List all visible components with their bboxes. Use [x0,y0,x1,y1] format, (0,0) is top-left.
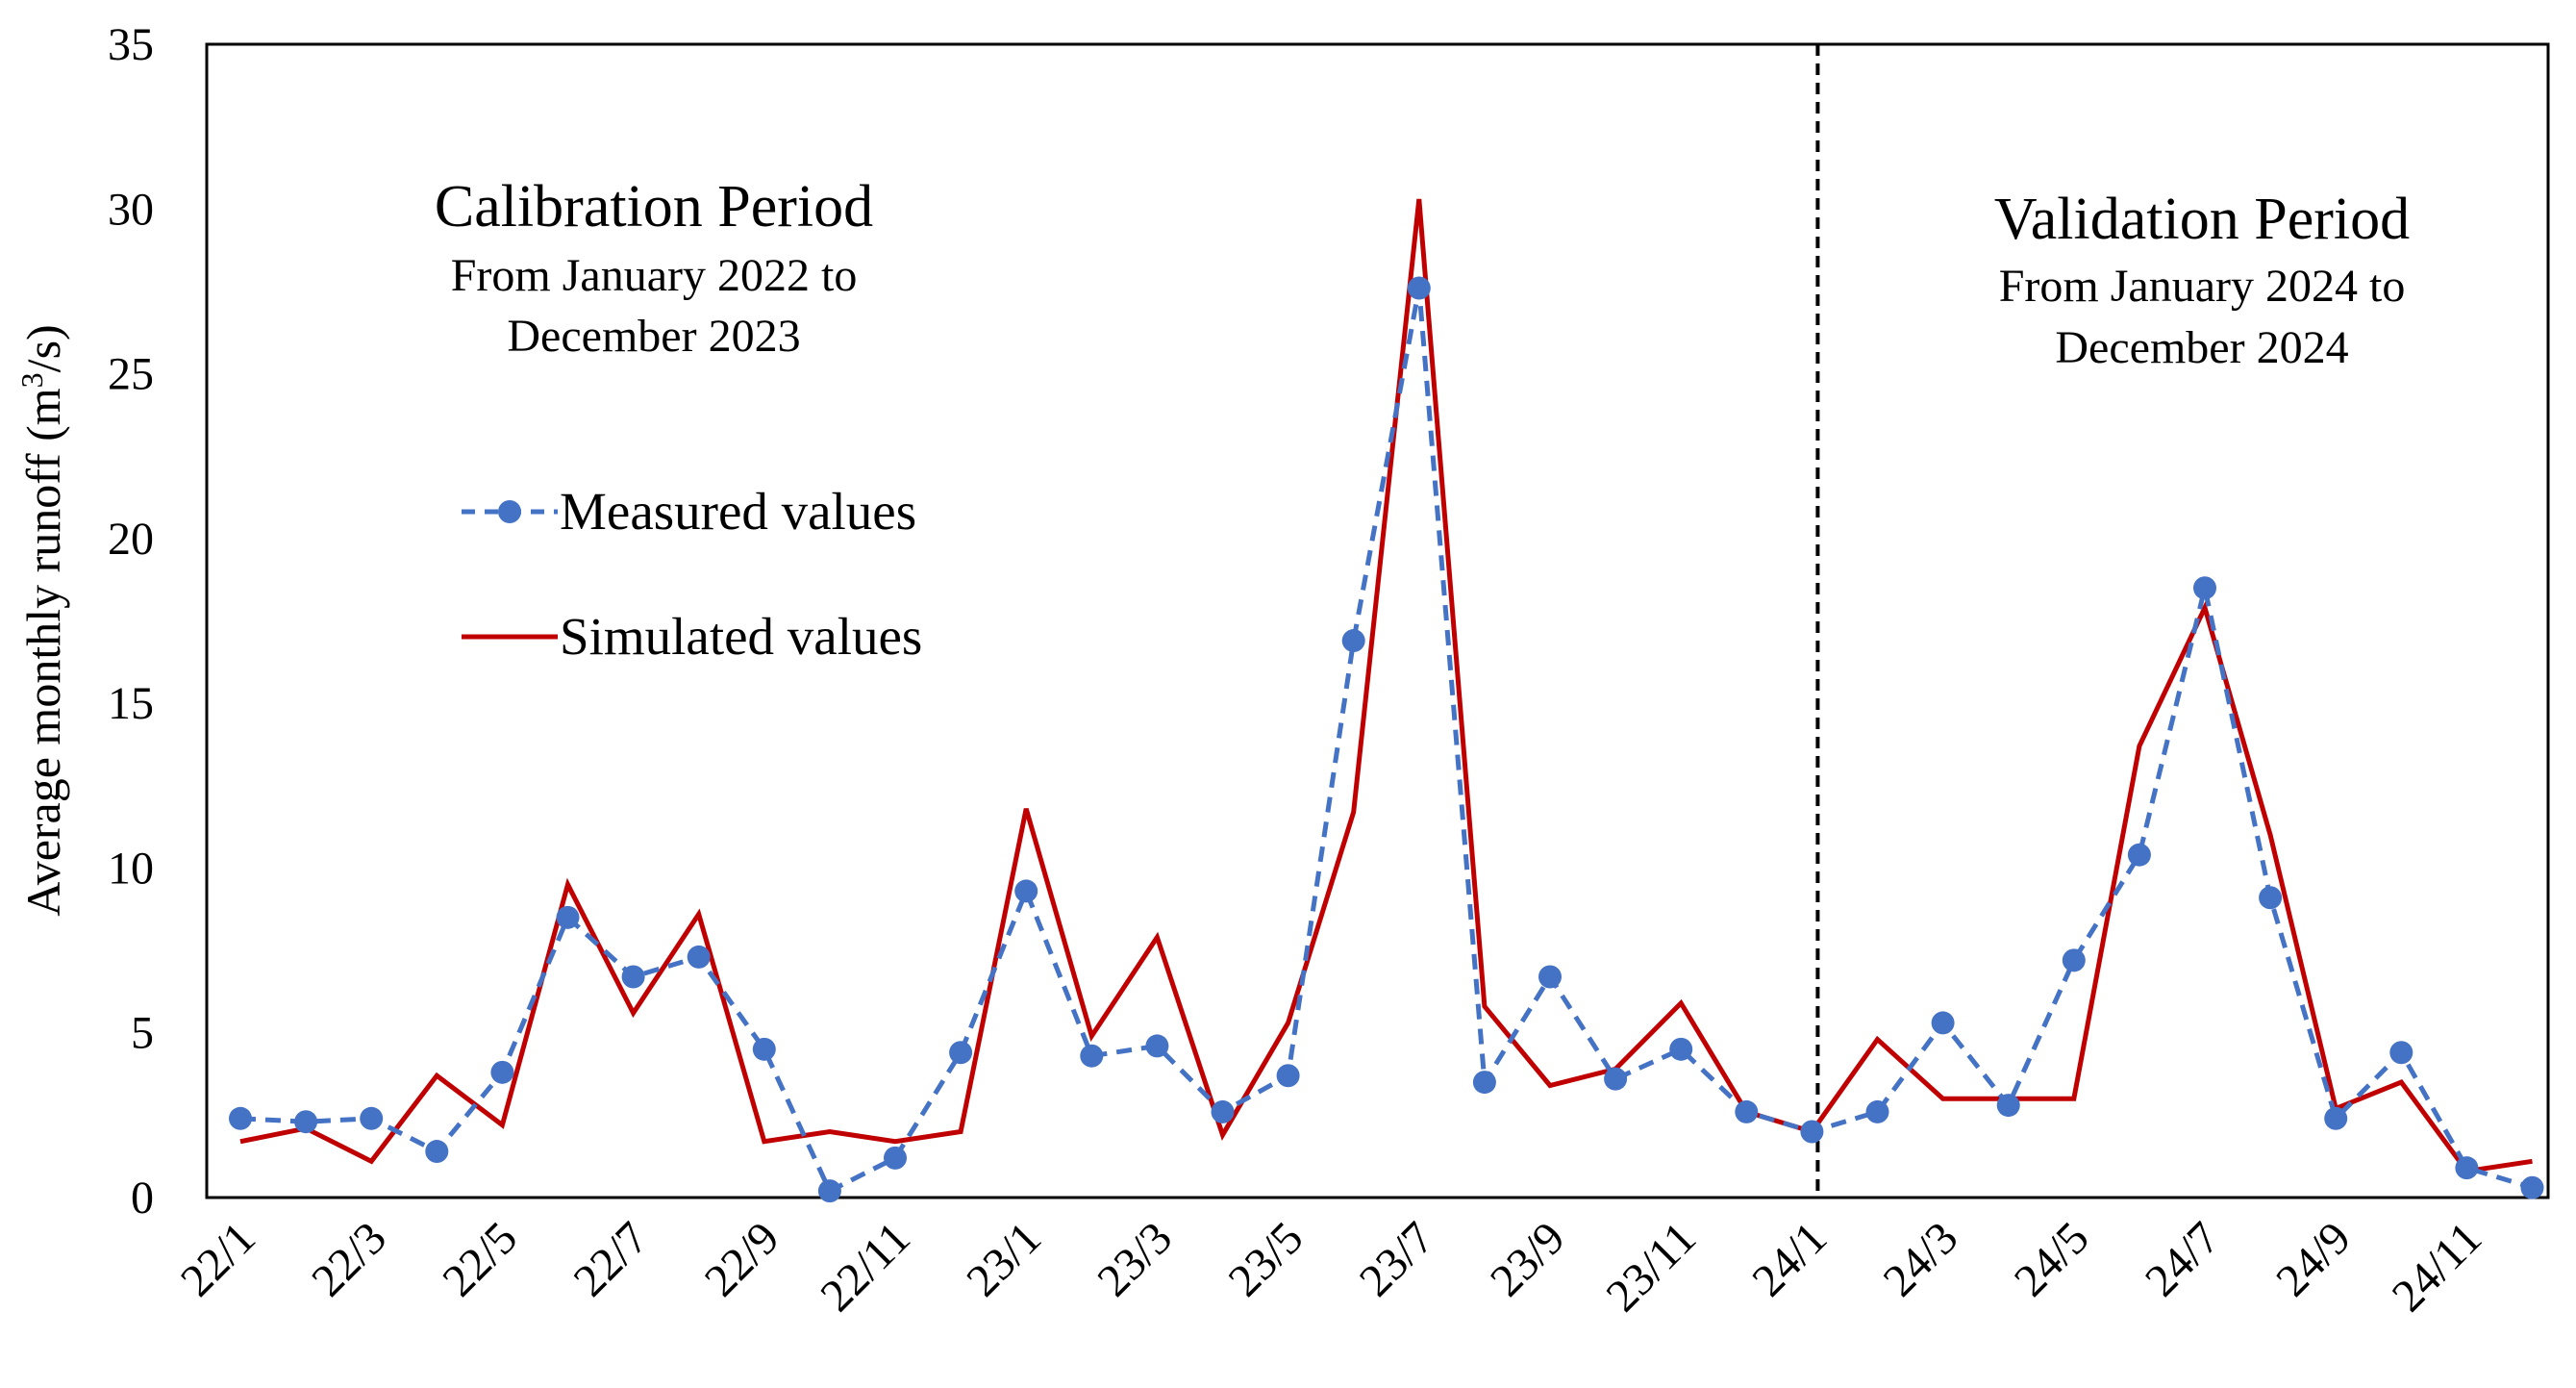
measured-point [1145,1034,1169,1058]
x-tick-label: 24/3 [1874,1212,1968,1306]
measured-point [1604,1067,1628,1091]
plot-frame [205,42,2550,1199]
measured-point [556,905,580,929]
measured-point [2193,576,2216,600]
measured-point [2259,886,2283,910]
measured-point [2520,1175,2544,1199]
measured-point [1865,1099,1889,1123]
x-tick-label: 24/7 [2136,1212,2230,1306]
measured-point [2389,1041,2413,1065]
measured-point [294,1110,318,1134]
x-tick-label: 24/5 [2005,1212,2099,1306]
measured-point [229,1106,252,1130]
y-tick-label: 5 [131,1008,154,1059]
y-axis-label: Average monthly runoff (m3/s) [14,324,70,916]
measured-point [1931,1011,1955,1035]
measured-point [1014,879,1038,903]
x-tick-label: 22/9 [695,1212,789,1306]
x-tick-label: 22/3 [302,1212,396,1306]
y-axis-label-end: /s) [16,324,70,372]
x-tick-label: 22/7 [564,1212,659,1306]
y-tick-label: 20 [108,514,154,565]
y-axis-ticks: 0 5 10 15 20 25 30 35 [108,19,154,1224]
measured-point [884,1146,907,1170]
x-axis-ticks: 22/1 22/3 22/5 22/7 22/9 22/11 23/1 23/3 23/5 23/… [171,1212,2491,1322]
measured-point [1669,1037,1693,1061]
measured-point [752,1037,776,1061]
x-tick-label: 22/1 [171,1212,265,1306]
simulated-values-line [239,198,2533,1174]
calibration-subtitle-line1: From January 2022 to [451,250,858,301]
y-tick-label: 25 [108,349,154,400]
measured-point [2324,1106,2348,1130]
legend: Measured values Simulated values [462,482,922,666]
measured-point [1735,1099,1759,1123]
y-tick-label: 30 [108,184,154,235]
legend-measured-label: Measured values [560,482,916,541]
legend-measured-marker [498,500,521,523]
measured-point [1996,1094,2020,1118]
measured-point [2127,843,2151,867]
x-tick-label: 24/1 [1742,1212,1837,1306]
validation-subtitle-line1: From January 2024 to [1999,261,2406,312]
x-tick-label: 23/3 [1088,1212,1182,1306]
measured-point [1472,1071,1496,1095]
y-tick-label: 35 [108,19,154,70]
measured-point [1080,1044,1104,1068]
calibration-subtitle-line2: December 2023 [507,311,800,362]
series-layer [229,198,2544,1203]
legend-simulated-label: Simulated values [560,607,922,666]
x-tick-label: 22/5 [433,1212,527,1306]
measured-point [1800,1120,1824,1144]
validation-subtitle-line2: December 2024 [2055,322,2348,373]
x-tick-label: 23/11 [1596,1212,1706,1322]
calibration-title: Calibration Period [435,174,873,240]
measured-point [621,965,645,989]
measured-point [687,945,711,969]
measured-point [1211,1099,1235,1123]
measured-point [2062,948,2086,972]
y-axis-label-main: Average monthly runoff (m [16,388,70,916]
measured-point [1276,1064,1300,1088]
x-tick-label: 24/9 [2266,1212,2361,1306]
measured-point [1407,276,1431,300]
measured-point [2455,1156,2479,1180]
x-tick-label: 23/1 [957,1212,1051,1306]
measured-point [817,1179,841,1203]
x-tick-label: 24/11 [2383,1212,2492,1322]
validation-title: Validation Period [1994,187,2410,252]
y-axis-label-superscript: 3 [14,372,49,388]
y-tick-label: 15 [108,678,154,729]
x-tick-label: 22/11 [811,1212,920,1322]
measured-point [1538,965,1562,989]
y-tick-label: 0 [131,1173,154,1224]
x-tick-label: 23/5 [1219,1212,1313,1306]
measured-point [1341,629,1365,653]
measured-point [490,1060,514,1084]
x-tick-label: 23/7 [1350,1212,1444,1306]
measured-point [360,1106,384,1130]
x-tick-label: 23/9 [1481,1212,1575,1306]
measured-values-line [239,288,2534,1195]
measured-point [949,1041,973,1065]
measured-point [425,1140,449,1164]
y-tick-label: 10 [108,843,154,894]
